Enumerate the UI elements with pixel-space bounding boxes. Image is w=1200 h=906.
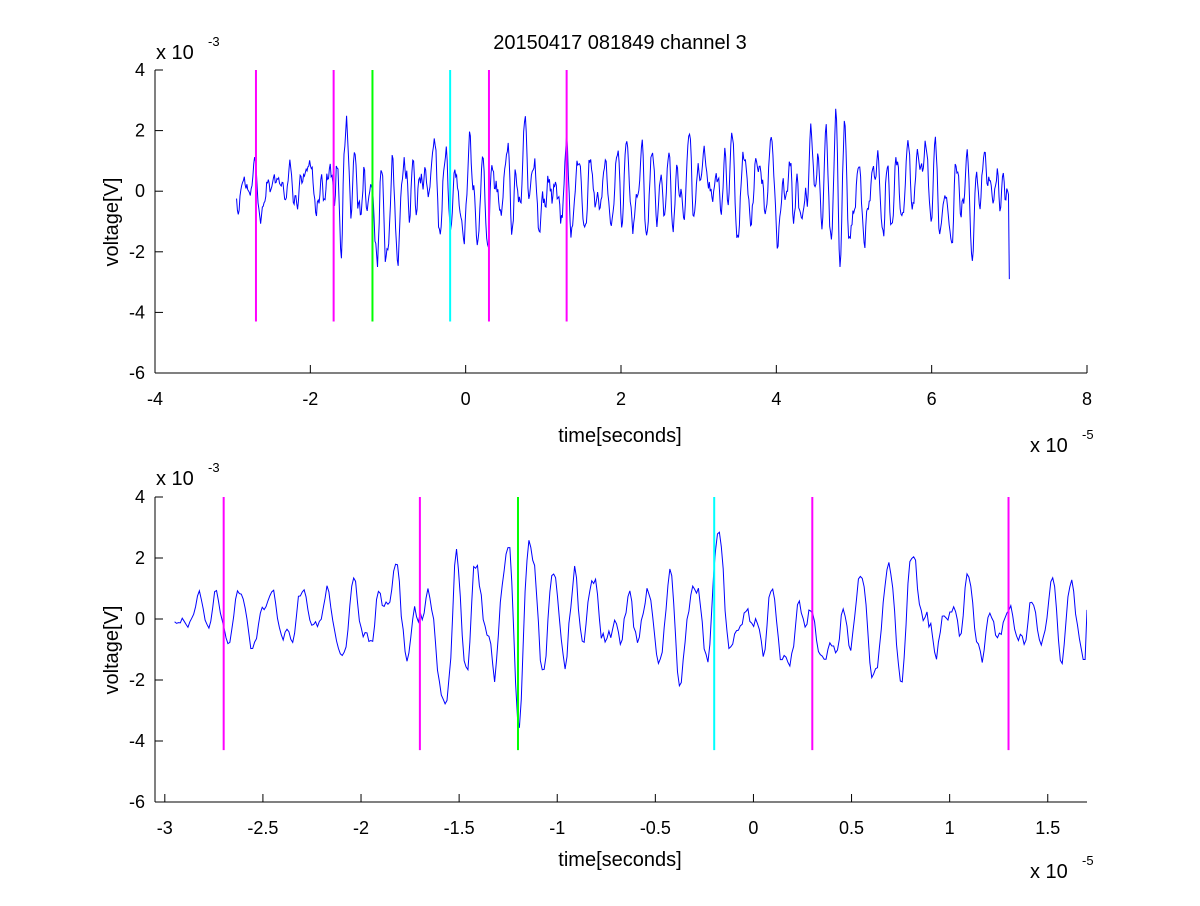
x-axis-label: time[seconds] [558,849,681,871]
x-tick-label: -2.5 [247,818,278,838]
y-tick-label: 2 [135,548,145,568]
x-tick-label: -2 [353,818,369,838]
y-tick-label: 4 [135,60,145,80]
y-tick-label: -2 [129,670,145,690]
y-multiplier: x 10 [156,42,194,64]
x-tick-label: 8 [1082,389,1092,409]
x-tick-label: -2 [302,389,318,409]
x-tick-label: 1.5 [1035,818,1060,838]
x-multiplier-exponent: -5 [1082,427,1094,442]
y-tick-label: 4 [135,487,145,507]
y-tick-label: 2 [135,121,145,141]
axes-frame: -6 -4 -2 0 2 4 -3 -2.5 -2 -1.5 -1 -0.5 0 0.5 1 1.5 [129,487,1087,838]
y-tick-label: -6 [129,363,145,383]
y-tick-label: -4 [129,302,145,322]
signal-line [174,531,1087,728]
y-multiplier: x 10 [156,468,194,490]
y-tick-label: -2 [129,242,145,262]
y-multiplier-exponent: -3 [208,460,220,475]
x-tick-label: -1 [549,818,565,838]
x-tick-label: -4 [147,389,163,409]
x-multiplier: x 10 [1030,435,1068,457]
y-tick-label: -4 [129,731,145,751]
figure-title: 20150417 081849 channel 3 [493,32,747,54]
y-axis-label: voltage[V] [101,606,123,695]
y-axis-label: voltage[V] [101,178,123,267]
x-multiplier: x 10 [1030,861,1068,883]
signal-line [236,108,1010,280]
x-tick-label: 6 [927,389,937,409]
x-tick-label: 2 [616,389,626,409]
plot-bottom: -6 -4 -2 0 2 4 -3 -2.5 -2 -1.5 -1 -0.5 0 0.5 1 1.5 time[… [101,460,1094,883]
x-tick-label: 4 [771,389,781,409]
x-tick-label: 0 [748,818,758,838]
y-tick-label: 0 [135,181,145,201]
x-tick-label: -3 [157,818,173,838]
x-tick-label: 0 [461,389,471,409]
x-axis-label: time[seconds] [558,425,681,447]
x-tick-label: -1.5 [444,818,475,838]
x-tick-label: 0.5 [839,818,864,838]
x-tick-label: -0.5 [640,818,671,838]
y-multiplier-exponent: -3 [208,34,220,49]
y-tick-label: 0 [135,609,145,629]
y-tick-label: -6 [129,792,145,812]
x-tick-label: 1 [945,818,955,838]
x-multiplier-exponent: -5 [1082,853,1094,868]
